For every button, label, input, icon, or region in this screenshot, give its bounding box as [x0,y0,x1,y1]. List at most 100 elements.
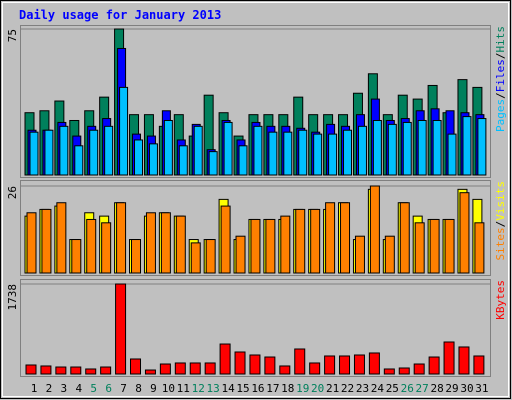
bar [384,235,395,274]
legend-entry: Pages [494,99,507,132]
x-tick-label: 18 [281,382,294,395]
bar [357,125,367,176]
bar [41,208,52,274]
bar [86,218,97,274]
legend-entry: Sites [494,227,507,260]
x-tick-label: 20 [311,382,324,395]
bevel [2,2,509,397]
legend-separator: / [494,53,507,60]
legend: KBytes [494,280,507,320]
legend-entry: Visits [494,181,507,221]
bar [250,218,261,274]
bar [56,202,67,274]
bar [354,235,365,274]
bar [387,123,397,176]
bar [29,131,39,176]
bar [264,356,276,375]
bar [447,133,457,176]
bar [353,354,365,375]
bar [383,368,395,375]
bar [59,125,69,176]
x-tick-label: 8 [135,382,142,395]
bar [235,235,246,274]
bar [144,369,156,375]
legend-entry: Files [494,59,507,92]
bar [417,119,427,176]
bar [178,145,188,176]
panel-frame [20,180,491,276]
legend-separator: / [494,221,507,228]
bar [369,185,380,274]
bar [474,222,485,274]
bar [101,222,112,274]
bar [115,283,127,375]
bar [131,239,142,274]
x-tick-label: 6 [105,382,112,395]
bar [190,242,201,274]
legend-separator: / [494,92,507,99]
bar [130,358,142,375]
bar [220,205,231,274]
y-tick-label: 1738 [6,284,19,311]
bar [473,355,485,375]
bar [414,222,425,274]
x-tick-label: 17 [266,382,279,395]
bar [74,145,84,176]
bar [399,202,410,274]
bar [298,129,308,176]
bar [253,125,263,176]
chart-title: Daily usage for January 2013 [19,8,221,22]
bar [459,192,470,274]
bar [294,348,306,375]
bar [328,133,338,176]
x-tick-label: 25 [386,382,399,395]
panel-frame [20,25,491,178]
bar [280,215,291,274]
bar [324,355,336,375]
bar [462,116,472,176]
bar [148,143,158,176]
x-tick-label: 9 [150,382,157,395]
bar [26,212,37,274]
bar [85,368,97,375]
x-tick-label: 21 [326,382,339,395]
legend: Pages/Files/Hits [494,26,507,132]
bar [223,121,233,176]
panel-frame [20,279,491,377]
bar [163,119,173,176]
bar [174,362,186,375]
x-tick-label: 12 [192,382,205,395]
bar [70,366,82,375]
bar [25,364,37,375]
bar [208,151,218,176]
bar [119,86,129,176]
bar [145,212,156,274]
bar [343,129,353,176]
bar [116,202,127,274]
bar [340,202,351,274]
x-tick-label: 13 [207,382,220,395]
bar [428,356,440,375]
x-tick-label: 4 [75,382,82,395]
bar [44,129,54,176]
x-tick-label: 7 [120,382,127,395]
y-tick-label: 75 [6,29,19,42]
bar [160,212,171,274]
legend-entry: KBytes [494,280,507,320]
x-tick-label: 24 [371,382,385,395]
x-tick-label: 15 [236,382,249,395]
x-tick-label: 10 [162,382,175,395]
bar [309,362,321,375]
x-tick-label: 5 [90,382,97,395]
x-tick-label: 26 [401,382,414,395]
bar [402,121,412,176]
bar [104,125,114,176]
bar [268,131,278,176]
bar [205,239,216,274]
bar [71,239,82,274]
bar [55,366,67,375]
bar [339,355,351,375]
bar [204,362,216,375]
